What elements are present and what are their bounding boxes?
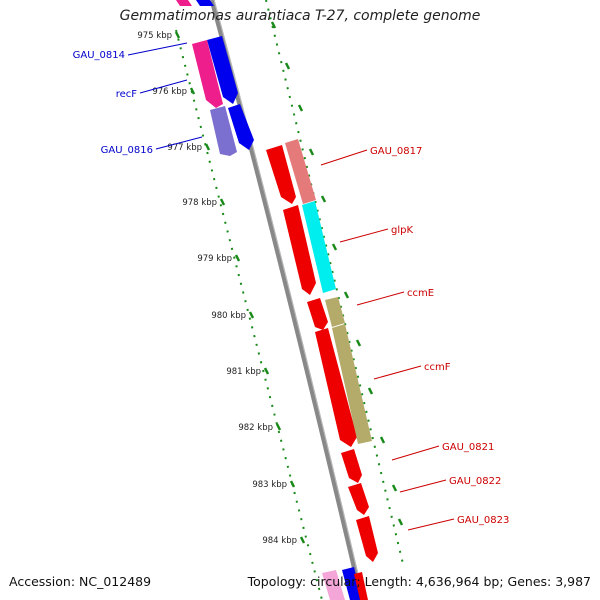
cds-gau0823-red [356, 516, 378, 562]
cog-glpk-cyan [302, 201, 336, 293]
gene-label: GAU_0814 [73, 50, 125, 61]
gene-label: ccmF [424, 362, 451, 373]
gene-leader-line [407, 518, 455, 531]
tick-mark [234, 254, 241, 262]
tick-label: 978 kbp [182, 198, 217, 208]
tick-label: 979 kbp [197, 254, 232, 264]
tick-mark [397, 518, 404, 526]
tick-mark [343, 291, 350, 299]
accession-text: Accession: NC_012489 [9, 574, 152, 589]
gene-leader-line [356, 291, 405, 306]
tick-mark [391, 484, 398, 492]
cds-top-blue [196, 0, 214, 6]
cog-gau0816-purple [210, 106, 237, 156]
gene-label: GAU_0822 [449, 476, 501, 487]
gene-leader-line [391, 445, 440, 461]
tick-label: 980 kbp [211, 311, 246, 321]
gene-leader-line [399, 479, 447, 493]
tick-mark [174, 31, 181, 39]
genome-title: Gemmatimonas aurantiaca T-27, complete g… [119, 8, 481, 24]
tick-label: 977 kbp [167, 143, 202, 153]
cds-gau0821-red [341, 449, 362, 483]
cog-ccme-olive [325, 297, 345, 327]
gene-leader-line [127, 42, 188, 56]
gene-label: ccmE [407, 288, 434, 299]
tick-mark [263, 367, 270, 375]
gene-leader-line [339, 228, 389, 243]
gene-leader-line [155, 136, 203, 150]
cds-ccme-red [307, 298, 328, 330]
tick-mark [270, 21, 277, 29]
gene-leader-line [373, 365, 422, 380]
cds-ccmf-red [315, 328, 357, 447]
tick-marks [174, 21, 404, 544]
tick-mark [284, 62, 291, 70]
tick-label: 984 kbp [262, 536, 297, 546]
tick-mark [367, 387, 374, 395]
tick-mark [248, 311, 255, 319]
tick-mark [331, 243, 338, 251]
tick-mark [275, 423, 282, 431]
cds-top-magenta [176, 0, 192, 6]
cds-gau0814-blue [207, 36, 238, 104]
tick-label: 975 kbp [137, 31, 172, 41]
cog-bottom-pink [322, 570, 345, 600]
gene-leader-line [139, 79, 188, 94]
cds-gau0822-red [348, 483, 369, 515]
tick-label: 983 kbp [252, 480, 287, 490]
cog-ccmf-olive [332, 324, 372, 444]
gene-leader-line [320, 149, 368, 166]
genome-stats-text: Topology: circular; Length: 4,636,964 bp… [247, 574, 591, 589]
tick-label: 982 kbp [238, 423, 273, 433]
gene-label: GAU_0816 [101, 145, 153, 156]
gene-label: recF [116, 89, 138, 100]
cds-bottom-blue [342, 567, 362, 600]
gene-label: GAU_0821 [442, 442, 494, 453]
tick-mark [204, 143, 211, 151]
gene-leader-lines [127, 42, 455, 531]
tick-mark [308, 148, 315, 156]
gene-label: glpK [391, 225, 413, 236]
tick-mark [355, 339, 362, 347]
gene-label: GAU_0817 [370, 146, 422, 157]
tick-mark [299, 536, 306, 544]
cds-gau0817-red [266, 145, 296, 204]
genome-backbone-shadow [213, 0, 365, 600]
inner-tick-rail [175, 29, 323, 600]
tick-label: 981 kbp [226, 367, 261, 377]
gene-labels: GAU_0814 recF GAU_0816 GAU_0817 glpK ccmE ccmF… [73, 50, 510, 526]
gene-label: GAU_0823 [457, 515, 509, 526]
tick-mark [189, 87, 196, 95]
cds-recf-blue [228, 104, 254, 150]
tick-mark [297, 104, 304, 112]
tick-label: 976 kbp [152, 87, 187, 97]
cog-gau0817-salmon [285, 139, 316, 204]
tick-mark [379, 436, 386, 444]
cds-bottom-red [354, 572, 368, 600]
tick-mark [320, 195, 327, 203]
tick-mark [219, 198, 226, 206]
tick-labels: 975 kbp 976 kbp 977 kbp 978 kbp 979 kbp 980 k… [137, 31, 297, 546]
cog-gau0814-magenta [192, 40, 223, 108]
cds-glpk-red [283, 205, 316, 295]
tick-mark [289, 480, 296, 488]
outer-tick-rail [265, 0, 405, 569]
